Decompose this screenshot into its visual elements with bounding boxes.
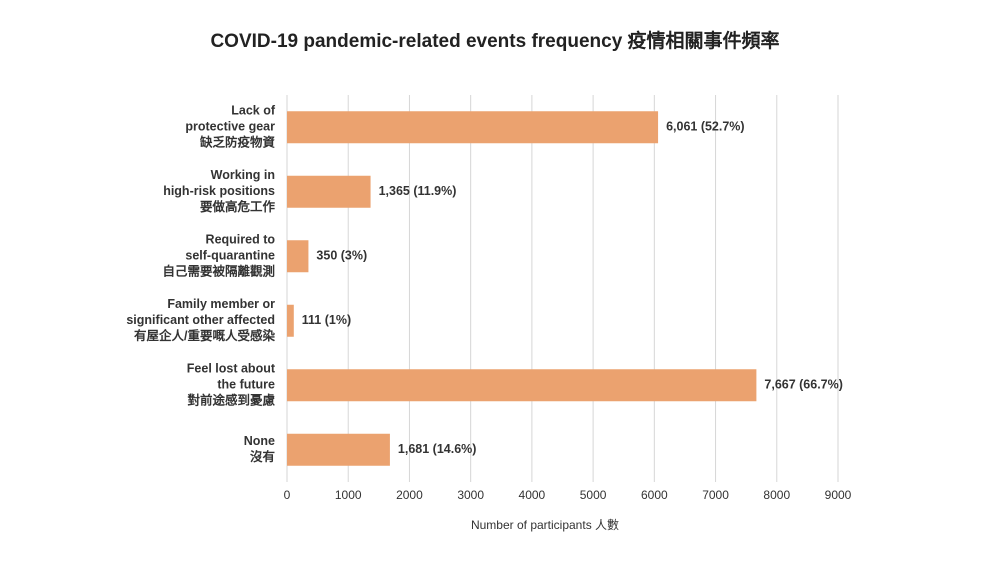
y-tick-label: 沒有 xyxy=(250,449,275,464)
x-tick-label: 4000 xyxy=(519,488,546,502)
x-tick-label: 5000 xyxy=(580,488,607,502)
y-tick-label: None xyxy=(244,434,275,448)
y-tick-label: Lack of xyxy=(231,104,276,118)
bar xyxy=(287,433,390,466)
value-label: 350 (3%) xyxy=(316,249,367,263)
y-tick-label: high-risk positions xyxy=(163,184,275,198)
y-tick-label: 對前途感到憂慮 xyxy=(187,393,275,408)
y-tick-label: 要做高危工作 xyxy=(200,199,276,214)
y-tick-label: Required to xyxy=(206,233,276,247)
bar xyxy=(287,240,309,273)
y-tick-label: self-quarantine xyxy=(185,249,275,263)
x-tick-label: 0 xyxy=(284,488,291,502)
x-tick-label: 9000 xyxy=(825,488,852,502)
value-label: 1,365 (11.9%) xyxy=(379,184,457,198)
y-tick-label: Working in xyxy=(211,168,275,182)
value-label: 111 (1%) xyxy=(302,313,351,327)
y-tick-label: the future xyxy=(217,378,275,392)
y-tick-label: 自己需要被隔離觀測 xyxy=(162,264,275,279)
x-tick-label: 6000 xyxy=(641,488,668,502)
value-label: 7,667 (66.7%) xyxy=(764,378,843,392)
y-tick-label: 缺乏防疫物資 xyxy=(200,135,276,150)
y-tick-label: protective gear xyxy=(185,120,275,134)
x-tick-label: 7000 xyxy=(702,488,729,502)
value-label: 1,681 (14.6%) xyxy=(398,442,477,456)
chart-title: COVID-19 pandemic-related events frequen… xyxy=(210,29,779,52)
x-tick-label: 2000 xyxy=(396,488,423,502)
y-tick-label: Family member or xyxy=(167,297,275,311)
bar xyxy=(287,369,757,402)
bar xyxy=(287,304,294,337)
bar xyxy=(287,175,371,208)
x-axis-label: Number of participants 人數 xyxy=(471,518,619,532)
y-tick-label: 有屋企人/重要嘅人受感染 xyxy=(134,328,275,343)
x-tick-label: 1000 xyxy=(335,488,362,502)
y-tick-label: Feel lost about xyxy=(187,362,276,376)
x-tick-label: 3000 xyxy=(457,488,484,502)
y-tick-label: significant other affected xyxy=(126,313,275,327)
bar xyxy=(287,111,659,144)
x-tick-label: 8000 xyxy=(763,488,790,502)
value-label: 6,061 (52.7%) xyxy=(666,120,745,134)
